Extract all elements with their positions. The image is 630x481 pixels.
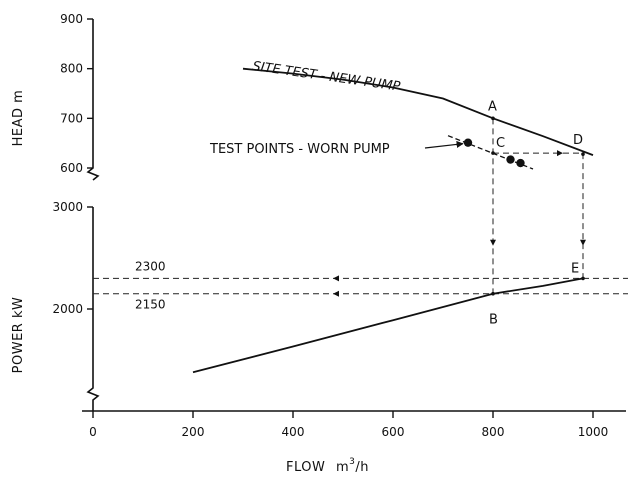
flow-axis-tick-label: 0 xyxy=(89,425,97,439)
reference-level-label: 2150 xyxy=(135,298,166,312)
head-axis-tick-label: 900 xyxy=(60,12,83,26)
axes-group: 600 700 800 900 2000 3000 0 200 400 600 800 1000 xyxy=(52,12,626,439)
point-label-b: B xyxy=(489,313,498,328)
series-group xyxy=(192,67,594,374)
drop-line-d-e-arrow xyxy=(580,239,586,246)
power-curve xyxy=(192,277,584,374)
worn-pump-leader xyxy=(424,140,464,149)
power-axis-title: POWER kW xyxy=(11,297,26,374)
point-marker xyxy=(581,152,585,156)
point-marker xyxy=(581,276,585,281)
point-label-e: E xyxy=(571,261,579,276)
new-pump-head-curve xyxy=(242,67,594,156)
power-axis-tick-label: 3000 xyxy=(52,200,83,214)
point-marker xyxy=(491,291,495,296)
worn-pump-label: TEST POINTS - WORN PUMP xyxy=(209,142,390,157)
x-axis-title: FLOW xyxy=(286,460,325,475)
flow-axis-tick-label: 800 xyxy=(482,425,505,439)
x-axis-unit-base: m xyxy=(336,460,349,475)
point-labels-group: A B C D E xyxy=(488,99,585,328)
flow-axis-tick-label: 400 xyxy=(282,425,305,439)
flow-axis-tick-label: 1000 xyxy=(578,425,609,439)
reference-level-arrow xyxy=(333,290,339,297)
worn-pump-test-point xyxy=(463,138,473,147)
x-axis-unit-tail: /h xyxy=(355,460,369,475)
x-axis-unit: m3/h xyxy=(336,457,369,475)
line-c-d-arrow xyxy=(557,150,563,157)
reference-lines-group: 2300 2150 xyxy=(93,118,628,312)
power-axis-line xyxy=(86,207,100,411)
x-axis-unit-exp: 3 xyxy=(349,457,355,467)
head-axis-tick-label: 600 xyxy=(60,161,83,175)
worn-pump-test-point xyxy=(506,155,515,164)
head-axis-title: HEAD m xyxy=(11,90,26,147)
point-label-a: A xyxy=(488,99,497,114)
flow-axis-tick-label: 200 xyxy=(182,425,205,439)
worn-pump-test-point xyxy=(516,158,525,168)
reference-level-arrow xyxy=(333,275,339,282)
point-label-d: D xyxy=(573,133,583,148)
flow-axis-tick-label: 600 xyxy=(382,425,405,439)
head-axis-tick-label: 800 xyxy=(60,62,83,76)
point-marker xyxy=(491,151,495,155)
head-axis-tick-label: 700 xyxy=(60,111,83,125)
power-axis-tick-label: 2000 xyxy=(52,302,83,316)
point-label-c: C xyxy=(496,136,505,151)
reference-level-label: 2300 xyxy=(135,259,166,273)
drop-line-a-b-arrow xyxy=(490,239,496,246)
head-axis-line xyxy=(86,19,100,181)
point-marker xyxy=(491,116,495,121)
